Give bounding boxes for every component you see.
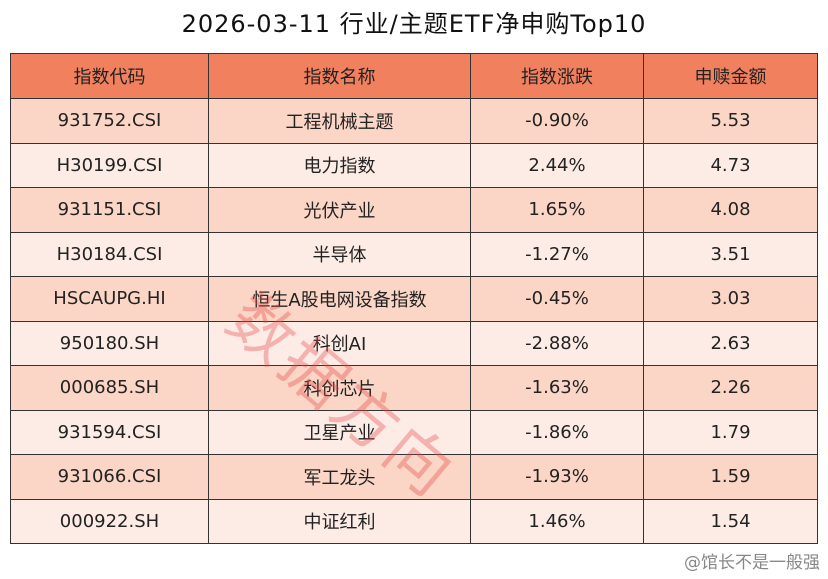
table-cell: 恒生A股电网设备指数 [208,276,471,322]
table-row: 931594.CSI 卫星产业 -1.86% 1.79 [10,409,818,455]
table-cell: 光伏产业 [208,187,471,233]
table-cell: 1.54 [643,498,818,544]
table-cell: 科创芯片 [208,365,471,411]
table-cell: 4.08 [643,187,818,233]
table-cell: 军工龙头 [208,454,471,500]
table-cell: 2.44% [470,142,644,188]
table-cell: 3.03 [643,276,818,322]
column-header: 指数名称 [208,53,471,99]
table-row: 931752.CSI 工程机械主题 -0.90% 5.53 [10,98,818,144]
table-cell: 2.26 [643,365,818,411]
table-cell: HSCAUPG.HI [10,276,209,322]
table-cell: -2.88% [470,320,644,366]
table-cell: -1.27% [470,231,644,277]
table-cell: 1.46% [470,498,644,544]
table-cell: 1.79 [643,409,818,455]
table-row: 000922.SH 中证红利 1.46% 1.54 [10,498,818,544]
table-cell: 000922.SH [10,498,209,544]
table-row: H30184.CSI 半导体 -1.27% 3.51 [10,231,818,277]
table-cell: 4.73 [643,142,818,188]
table-cell: 931066.CSI [10,454,209,500]
table-cell: 半导体 [208,231,471,277]
table-cell: 950180.SH [10,320,209,366]
table-cell: 931151.CSI [10,187,209,233]
column-header: 指数涨跌 [470,53,644,99]
table-row: 950180.SH 科创AI -2.88% 2.63 [10,320,818,366]
table-cell: -0.45% [470,276,644,322]
table-cell: 科创AI [208,320,471,366]
table-cell: 1.65% [470,187,644,233]
table-cell: -1.86% [470,409,644,455]
table-cell: 工程机械主题 [208,98,471,144]
table-cell: 电力指数 [208,142,471,188]
footer: @馆长不是一般强 [684,553,820,573]
column-header: 指数代码 [10,53,209,99]
table-cell: -0.90% [470,98,644,144]
table-row: HSCAUPG.HI 恒生A股电网设备指数 -0.45% 3.03 [10,276,818,322]
table-row: H30199.CSI 电力指数 2.44% 4.73 [10,142,818,188]
table-cell: H30199.CSI [10,142,209,188]
table-cell: 5.53 [643,98,818,144]
table-cell: 2.63 [643,320,818,366]
table-cell: -1.93% [470,454,644,500]
table-body: 931752.CSI 工程机械主题 -0.90% 5.53 H30199.CSI 电力指数… [10,98,818,544]
table-cell: 卫星产业 [208,409,471,455]
column-header: 申赎金额 [643,53,818,99]
table-cell: 中证红利 [208,498,471,544]
table-row: 931066.CSI 军工龙头 -1.93% 1.59 [10,454,818,500]
table-cell: 3.51 [643,231,818,277]
table: 指数代码 指数名称 指数涨跌 申赎金额 931752.CSI 工程机械主题 -0.90% 5… [10,53,818,544]
title: 2026-03-11 行业/主题ETF净申购Top10 [181,10,647,38]
table-cell: H30184.CSI [10,231,209,277]
table-cell: 000685.SH [10,365,209,411]
table-cell: 1.59 [643,454,818,500]
table-cell: 931594.CSI [10,409,209,455]
header-row: 指数代码 指数名称 指数涨跌 申赎金额 [10,53,818,99]
table-row: 000685.SH 科创芯片 -1.63% 2.26 [10,365,818,411]
table-cell: 931752.CSI [10,98,209,144]
table-row: 931151.CSI 光伏产业 1.65% 4.08 [10,187,818,233]
table-cell: -1.63% [470,365,644,411]
